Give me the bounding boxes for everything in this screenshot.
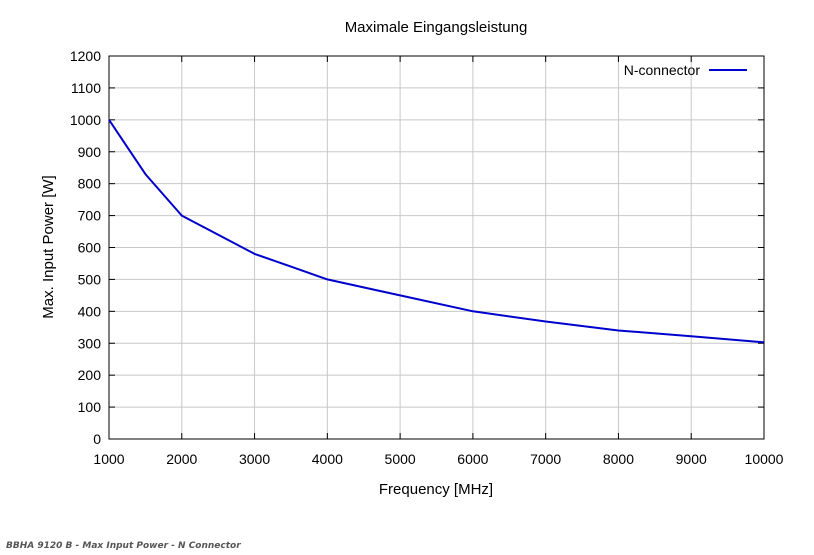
y-tick-label: 1000 bbox=[70, 112, 101, 128]
x-tick-label: 7000 bbox=[530, 451, 561, 467]
y-tick-label: 0 bbox=[93, 431, 101, 447]
x-tick-label: 8000 bbox=[603, 451, 634, 467]
figure-caption: BBHA 9120 B - Max Input Power - N Connec… bbox=[6, 541, 241, 551]
x-tick-label: 5000 bbox=[385, 451, 416, 467]
x-axis-ticks: 1000 2000 3000 4000 5000 6000 7000 8000 9000 1000… bbox=[93, 56, 784, 467]
y-tick-label: 400 bbox=[78, 303, 102, 319]
chart: 1000 2000 3000 4000 5000 6000 7000 8000 9000 1000… bbox=[40, 19, 784, 498]
x-axis-label: Frequency [MHz] bbox=[379, 481, 493, 498]
y-tick-label: 600 bbox=[78, 240, 102, 256]
x-tick-label: 1000 bbox=[93, 451, 124, 467]
legend: N-connector bbox=[624, 62, 747, 78]
y-axis-ticks: 0 100 200 300 400 500 600 700 800 900 1000 1100 1200 bbox=[70, 48, 764, 447]
y-tick-label: 200 bbox=[78, 367, 102, 383]
y-axis-label: Max. Input Power [W] bbox=[40, 175, 57, 318]
y-tick-label: 500 bbox=[78, 271, 102, 287]
y-tick-label: 800 bbox=[78, 176, 102, 192]
series-line-n-connector bbox=[108, 119, 765, 344]
x-tick-label: 6000 bbox=[457, 451, 488, 467]
x-tick-label: 9000 bbox=[676, 451, 707, 467]
x-tick-label: 10000 bbox=[745, 451, 784, 467]
x-tick-label: 2000 bbox=[166, 451, 197, 467]
y-tick-label: 1100 bbox=[71, 80, 101, 96]
chart-title: Maximale Eingangsleistung bbox=[345, 19, 528, 36]
series-layer bbox=[108, 119, 765, 344]
y-tick-label: 700 bbox=[78, 208, 102, 224]
y-tick-label: 300 bbox=[78, 335, 102, 351]
legend-entry-label: N-connector bbox=[624, 62, 701, 78]
y-tick-label: 100 bbox=[78, 399, 102, 415]
y-tick-label: 900 bbox=[78, 144, 102, 160]
x-tick-label: 3000 bbox=[239, 451, 270, 467]
x-tick-label: 4000 bbox=[312, 451, 343, 467]
y-tick-label: 1200 bbox=[70, 48, 101, 64]
